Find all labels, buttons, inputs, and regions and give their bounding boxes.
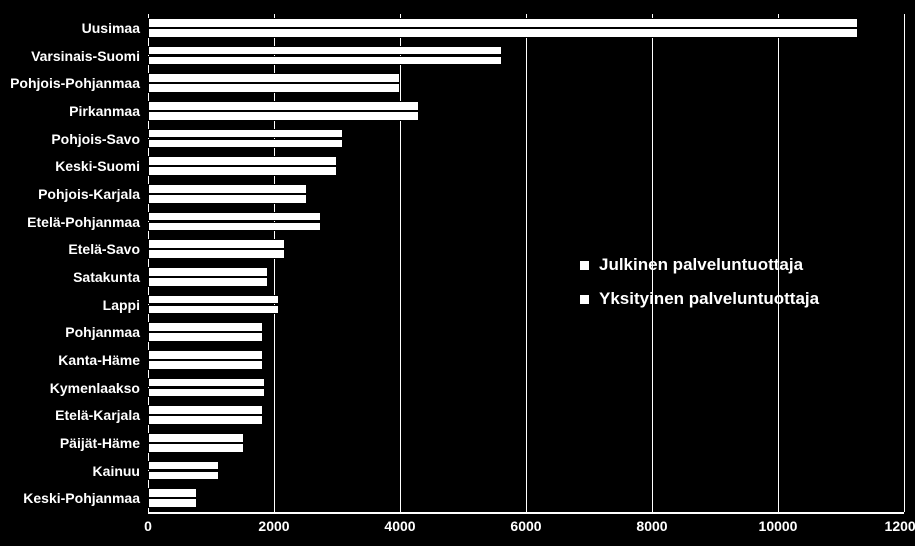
legend-item: Yksityinen palveluntuottaja <box>580 289 819 309</box>
bar <box>148 184 307 194</box>
chart-container: Julkinen palveluntuottaja Yksityinen palv… <box>0 0 915 546</box>
bar <box>148 360 263 370</box>
x-tick-label: 6000 <box>510 518 541 534</box>
bar <box>148 305 279 315</box>
bar <box>148 129 343 139</box>
gridline <box>400 14 401 512</box>
x-tick-label: 12000 <box>885 518 915 534</box>
bar <box>148 461 219 471</box>
bar <box>148 471 219 481</box>
x-tick-label: 2000 <box>258 518 289 534</box>
x-tick-label: 10000 <box>759 518 798 534</box>
legend-label: Yksityinen palveluntuottaja <box>599 289 819 309</box>
y-tick-label: Pirkanmaa <box>69 103 140 119</box>
bar <box>148 83 400 93</box>
y-tick-label: Varsinais-Suomi <box>31 48 140 64</box>
y-tick-label: Satakunta <box>73 269 140 285</box>
x-axis-line <box>148 512 904 514</box>
bar <box>148 139 343 149</box>
bar <box>148 111 419 121</box>
legend: Julkinen palveluntuottaja Yksityinen palv… <box>580 255 819 323</box>
bar <box>148 194 307 204</box>
y-tick-label: Kanta-Häme <box>58 352 140 368</box>
bar <box>148 166 337 176</box>
bar <box>148 101 419 111</box>
bar <box>148 46 502 56</box>
y-tick-label: Pohjanmaa <box>65 324 140 340</box>
bar <box>148 322 263 332</box>
x-tick-label: 0 <box>144 518 152 534</box>
y-tick-label: Lappi <box>103 297 140 313</box>
y-tick-label: Etelä-Karjala <box>55 407 140 423</box>
bar <box>148 212 321 222</box>
bar <box>148 249 285 259</box>
y-tick-label: Päijät-Häme <box>60 435 140 451</box>
bar <box>148 295 279 305</box>
y-tick-label: Keski-Pohjanmaa <box>23 490 140 506</box>
y-tick-label: Etelä-Pohjanmaa <box>27 214 140 230</box>
bar <box>148 498 197 508</box>
bar <box>148 488 197 498</box>
bar <box>148 405 263 415</box>
bar <box>148 222 321 232</box>
legend-label: Julkinen palveluntuottaja <box>599 255 803 275</box>
bar <box>148 388 265 398</box>
bar <box>148 415 263 425</box>
y-tick-label: Uusimaa <box>82 20 140 36</box>
y-tick-label: Etelä-Savo <box>68 241 140 257</box>
legend-marker <box>580 295 589 304</box>
y-tick-label: Kainuu <box>93 463 140 479</box>
bar <box>148 378 265 388</box>
y-tick-label: Kymenlaakso <box>50 380 140 396</box>
x-tick-label: 8000 <box>636 518 667 534</box>
y-tick-label: Keski-Suomi <box>55 158 140 174</box>
y-tick-label: Pohjois-Pohjanmaa <box>10 75 140 91</box>
bar <box>148 28 858 38</box>
y-tick-label: Pohjois-Karjala <box>38 186 140 202</box>
legend-item: Julkinen palveluntuottaja <box>580 255 819 275</box>
legend-marker <box>580 261 589 270</box>
gridline <box>904 14 905 512</box>
bar <box>148 18 858 28</box>
gridline <box>526 14 527 512</box>
bar <box>148 443 244 453</box>
bar <box>148 56 502 66</box>
bar <box>148 332 263 342</box>
bar <box>148 73 400 83</box>
bar <box>148 267 268 277</box>
bar <box>148 156 337 166</box>
bar <box>148 239 285 249</box>
x-tick-label: 4000 <box>384 518 415 534</box>
bar <box>148 350 263 360</box>
y-tick-label: Pohjois-Savo <box>51 131 140 147</box>
bar <box>148 433 244 443</box>
bar <box>148 277 268 287</box>
